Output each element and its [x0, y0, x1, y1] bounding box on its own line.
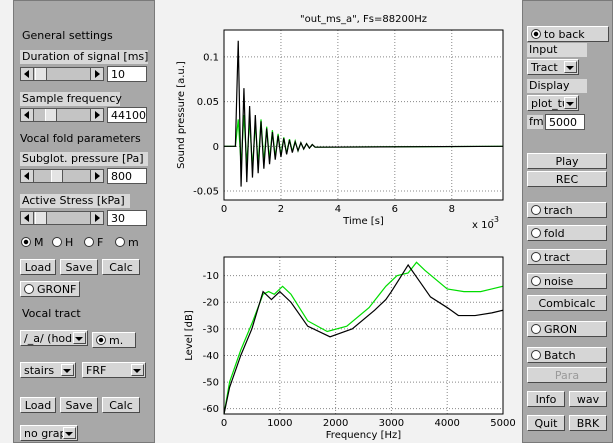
label: Display	[527, 79, 587, 93]
x-tick-label: 0	[221, 418, 227, 429]
button[interactable]: Load	[20, 259, 56, 275]
radio-button[interactable]: to back	[527, 26, 609, 42]
radio-button[interactable]: m	[115, 235, 139, 251]
radio-button[interactable]: GRON	[527, 321, 607, 337]
slider[interactable]	[20, 169, 104, 183]
data-line	[224, 40, 503, 187]
chart-title: "out_ms_a", Fs=88200Hz	[300, 14, 427, 25]
y-tick-label: -0.05	[193, 187, 219, 198]
button[interactable]: Combicalc	[527, 295, 607, 311]
button[interactable]: REC	[527, 171, 607, 187]
axis-multiplier: x 10	[472, 220, 494, 231]
x-tick-label: 1000	[267, 418, 292, 429]
edit-box[interactable]: 30	[107, 210, 147, 226]
y-axis-label: Sound pressure [a.u.]	[176, 61, 187, 169]
radio-button[interactable]: fold	[527, 225, 607, 241]
right-panel: to back Input Tract Display plot_tu fm 5…	[522, 0, 613, 443]
button[interactable]: Play	[527, 153, 607, 169]
button[interactable]: Quit	[527, 415, 565, 431]
x-tick-label: 3000	[379, 418, 404, 429]
x-tick-label: 2000	[323, 418, 348, 429]
popup-menu[interactable]: /_a/ (hod)	[20, 330, 88, 346]
popup-menu[interactable]: stairs	[20, 362, 76, 378]
axes-area	[224, 257, 503, 414]
section-title: General settings	[22, 29, 113, 42]
y-tick-label: 0	[213, 142, 219, 153]
axes-frame	[223, 29, 504, 201]
radio-button[interactable]: F	[84, 235, 103, 251]
popup-menu[interactable]: no graph	[20, 425, 78, 441]
y-tick-label: 0.1	[203, 52, 219, 63]
button[interactable]: Load	[20, 397, 56, 413]
edit-box[interactable]: 800	[107, 168, 147, 184]
button[interactable]: Save	[60, 259, 98, 275]
y-tick-label: -20	[203, 298, 219, 309]
button[interactable]: Save	[60, 397, 98, 413]
y-tick-label: -10	[203, 271, 219, 282]
label: Subglot. pressure [Pa]	[20, 152, 148, 166]
radio-button[interactable]: M	[21, 235, 44, 251]
axis-exponent: -3	[491, 215, 499, 224]
x-tick-label: 8	[449, 204, 455, 215]
left-panel: General settings Duration of signal [ms]…	[13, 0, 155, 443]
data-line	[224, 263, 503, 414]
edit-box[interactable]: 44100	[107, 107, 147, 123]
x-axis-label: Frequency [Hz]	[326, 430, 402, 441]
y-tick-label: -60	[203, 404, 219, 415]
axes-area	[224, 30, 503, 200]
slider[interactable]	[20, 108, 104, 122]
button[interactable]: Calc	[102, 259, 140, 275]
radio-button[interactable]: H	[52, 235, 73, 251]
popup-menu[interactable]: Tract	[527, 59, 579, 75]
slider[interactable]	[20, 67, 104, 81]
label: Input	[527, 43, 587, 57]
slider[interactable]	[20, 211, 104, 225]
y-tick-label: -40	[203, 351, 219, 362]
x-axis-label: Time [s]	[342, 216, 384, 227]
radio-button[interactable]: Batch	[527, 347, 607, 363]
radio-button[interactable]: trach	[527, 202, 607, 218]
x-tick-label: 2	[278, 204, 284, 215]
x-tick-label: 4000	[434, 418, 459, 429]
y-tick-label: -30	[203, 324, 219, 335]
edit-box[interactable]: 5000	[545, 114, 585, 130]
button[interactable]: wav	[569, 391, 607, 407]
popup-menu[interactable]: plot_tu	[527, 95, 579, 111]
axes-frame	[223, 256, 504, 415]
label: Duration of signal [ms]	[20, 50, 149, 64]
button: Para	[527, 367, 607, 383]
button[interactable]: Info	[527, 391, 565, 407]
label: Sample frequency	[20, 92, 122, 106]
y-tick-label: -50	[203, 378, 219, 389]
label: fm	[527, 115, 544, 129]
radio-button[interactable]: m.	[92, 332, 136, 348]
button[interactable]: Calc	[102, 397, 140, 413]
y-axis-label: Level [dB]	[184, 310, 195, 361]
section-title: Vocal tract	[22, 307, 81, 320]
edit-box[interactable]: 10	[107, 66, 147, 82]
radio-button[interactable]: GRONF	[20, 281, 80, 297]
x-tick-label: 6	[392, 204, 398, 215]
label: Active Stress [kPa]	[20, 194, 130, 208]
x-tick-label: 4	[335, 204, 341, 215]
section-title: Vocal fold parameters	[20, 132, 141, 145]
popup-menu[interactable]: FRF	[82, 362, 146, 378]
radio-button[interactable]: noise	[527, 273, 607, 289]
button[interactable]: BRK	[569, 415, 607, 431]
y-tick-label: 0.05	[197, 97, 219, 108]
radio-button[interactable]: tract	[527, 249, 607, 265]
x-tick-label: 5000	[490, 418, 515, 429]
x-tick-label: 0	[221, 204, 227, 215]
